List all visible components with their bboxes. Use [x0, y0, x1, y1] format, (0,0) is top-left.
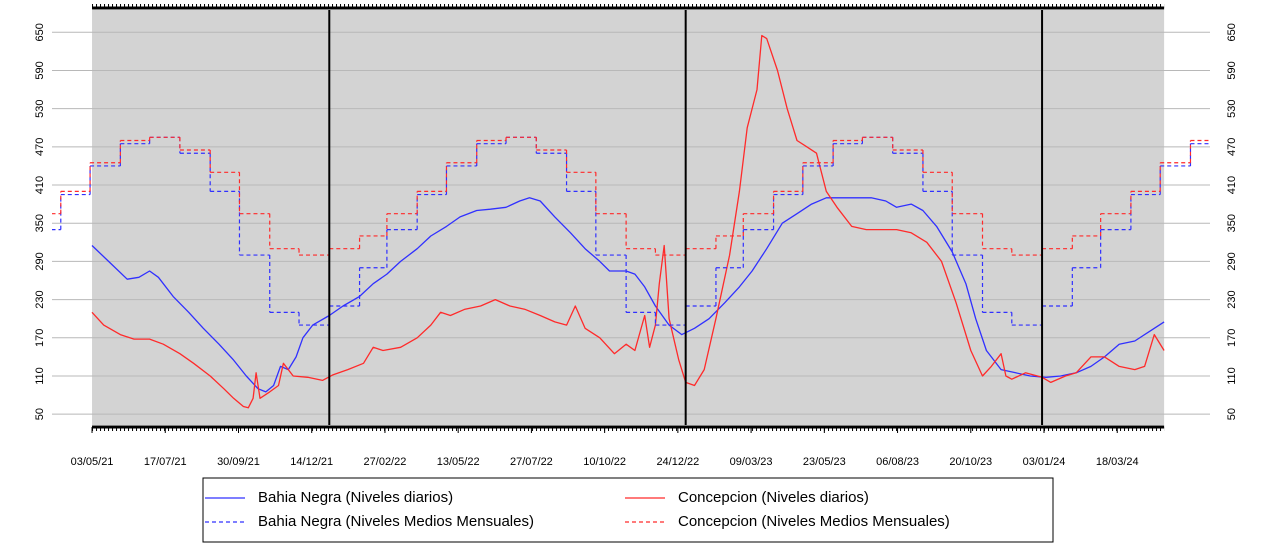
y2-tick-label: 590 [1226, 61, 1238, 79]
y-tick-label: 110 [34, 367, 46, 385]
y2-tick-label: 410 [1226, 176, 1238, 194]
grid-layer [52, 31, 1210, 415]
x-tick-label: 03/05/21 [71, 456, 114, 468]
x-tick-label: 27/02/22 [364, 456, 407, 468]
y-tick-label: 650 [34, 23, 46, 41]
x-tick-label: 17/07/21 [144, 456, 187, 468]
y-tick-label: 470 [34, 138, 46, 156]
y2-tick-label: 110 [1226, 367, 1238, 385]
x-tick-label: 10/10/22 [583, 456, 626, 468]
y2-tick-label: 470 [1226, 138, 1238, 156]
x-tick-label: 13/05/22 [437, 456, 480, 468]
x-tick-label: 20/10/23 [949, 456, 992, 468]
x-tick-label: 06/08/23 [876, 456, 919, 468]
y-tick-label: 350 [34, 214, 46, 232]
y-tick-label: 170 [34, 329, 46, 347]
x-tick-label: 14/12/21 [290, 456, 333, 468]
y2-tick-label: 50 [1226, 408, 1238, 420]
y2-tick-label: 350 [1226, 214, 1238, 232]
y2-tick-label: 290 [1226, 252, 1238, 270]
background-layer [92, 10, 1165, 425]
legend-label: Bahia Negra (Niveles diarios) [258, 489, 453, 506]
legend-box [202, 477, 1054, 543]
y-tick-label: 590 [34, 61, 46, 79]
y-tick-label: 410 [34, 176, 46, 194]
x-tick-label: 09/03/23 [730, 456, 773, 468]
x-tick-label: 27/07/22 [510, 456, 553, 468]
daily-line [91, 34, 1165, 409]
x-tick-label: 30/09/21 [217, 456, 260, 468]
x-tick-label: 24/12/22 [656, 456, 699, 468]
y2-tick-label: 170 [1226, 329, 1238, 347]
legend-label: Bahia Negra (Niveles Medios Mensuales) [258, 513, 534, 530]
y2-tick-label: 230 [1226, 290, 1238, 308]
legend: Bahia Negra (Niveles diarios) Concepcion … [205, 489, 950, 530]
legend-label: Concepcion (Niveles diarios) [678, 489, 869, 506]
y2-tick-label: 530 [1226, 99, 1238, 117]
legend-label: Concepcion (Niveles Medios Mensuales) [678, 513, 950, 530]
plot-background [92, 10, 1165, 425]
x-tick-label: 03/01/24 [1023, 456, 1066, 468]
daily-line [91, 197, 1165, 393]
y2-tick-label: 650 [1226, 23, 1238, 41]
y-tick-label: 530 [34, 99, 46, 117]
y-tick-label: 290 [34, 252, 46, 270]
y-tick-label: 230 [34, 290, 46, 308]
axes-layer: 50 50 110 110 170 170 230 230 290 290 350 350 410 410… [34, 4, 1238, 468]
y-tick-label: 50 [34, 408, 46, 420]
x-tick-label: 23/05/23 [803, 456, 846, 468]
x-tick-label: 18/03/24 [1096, 456, 1139, 468]
